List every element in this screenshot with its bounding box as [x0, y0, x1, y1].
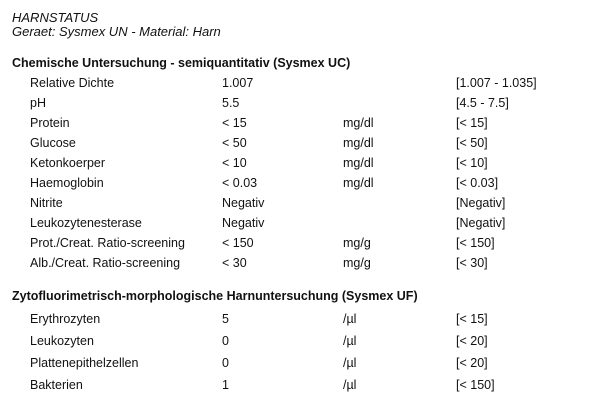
test-value: < 150: [222, 236, 254, 250]
reference-range: [1.007 - 1.035]: [456, 76, 537, 90]
result-row: pH 5.5 [4.5 - 7.5]: [0, 96, 608, 112]
test-unit: mg/g: [343, 256, 371, 270]
reference-range: [< 15]: [456, 116, 488, 130]
result-row: Bakterien 1/µl [< 150]: [0, 378, 608, 394]
section-title-chemical: Chemische Untersuchung - semiquantitativ…: [12, 56, 351, 70]
test-value: 5.5: [222, 96, 240, 110]
section-title-cytometric: Zytofluorimetrisch-morphologische Harnun…: [12, 289, 418, 303]
test-name: pH: [30, 96, 46, 110]
test-name: Protein: [30, 116, 70, 130]
result-row: Nitrite Negativ [Negativ]: [0, 196, 608, 212]
test-unit: /µl: [343, 334, 357, 348]
test-unit: /µl: [343, 356, 357, 370]
reference-range: [< 0.03]: [456, 176, 499, 190]
test-value: < 15: [222, 116, 247, 130]
test-unit: mg/dl: [343, 176, 374, 190]
test-value: < 50: [222, 136, 247, 150]
reference-range: [4.5 - 7.5]: [456, 96, 509, 110]
test-name: Prot./Creat. Ratio-screening: [30, 236, 185, 250]
report-subtitle: Geraet: Sysmex UN - Material: Harn: [12, 24, 221, 39]
result-row: Alb./Creat. Ratio-screening < 30 mg/g [< 30…: [0, 256, 608, 272]
test-value: Negativ: [222, 196, 265, 210]
test-unit: /µl: [343, 312, 357, 326]
result-row: Glucose < 50 mg/dl [< 50]: [0, 136, 608, 152]
test-unit: /µl: [343, 378, 357, 392]
test-unit: mg/dl: [343, 136, 374, 150]
test-name: Ketonkoerper: [30, 156, 106, 170]
test-value: 1.007: [222, 76, 254, 90]
test-name: Glucose: [30, 136, 76, 150]
result-row: Protein < 15 mg/dl [< 15]: [0, 116, 608, 132]
test-unit: mg/g: [343, 236, 371, 250]
reference-range: [Negativ]: [456, 216, 506, 230]
report-title: HARNSTATUS: [12, 10, 99, 25]
test-name: Bakterien: [30, 378, 83, 392]
result-row: Haemoglobin < 0.03 mg/dl [< 0.03]: [0, 176, 608, 192]
test-name: Plattenepithelzellen: [30, 356, 139, 370]
test-value: < 0.03: [222, 176, 258, 190]
test-name: Nitrite: [30, 196, 63, 210]
result-row: Erythrozyten 5/µl [< 15]: [0, 312, 608, 328]
test-name: Haemoglobin: [30, 176, 104, 190]
result-row: Leukozytenesterase Negativ [Negativ]: [0, 216, 608, 232]
reference-range: [< 15]: [456, 312, 488, 326]
reference-range: [< 150]: [456, 236, 495, 250]
result-row: Ketonkoerper < 10 mg/dl [< 10]: [0, 156, 608, 172]
test-name: Alb./Creat. Ratio-screening: [30, 256, 181, 270]
reference-range: [< 20]: [456, 334, 488, 348]
reference-range: [< 30]: [456, 256, 488, 270]
result-row: Relative Dichte 1.007 [1.007 - 1.035]: [0, 76, 608, 92]
test-name: Relative Dichte: [30, 76, 115, 90]
test-value: < 10: [222, 156, 247, 170]
reference-range: [< 150]: [456, 378, 495, 392]
test-value: < 30: [222, 256, 247, 270]
test-value: 0: [222, 356, 229, 370]
reference-range: [< 20]: [456, 356, 488, 370]
result-row: Leukozyten 0/µl [< 20]: [0, 334, 608, 350]
reference-range: [< 10]: [456, 156, 488, 170]
reference-range: [Negativ]: [456, 196, 506, 210]
result-row: Plattenepithelzellen 0/µl [< 20]: [0, 356, 608, 372]
test-name: Erythrozyten: [30, 312, 101, 326]
test-value: 1: [222, 378, 229, 392]
test-unit: mg/dl: [343, 116, 374, 130]
test-name: Leukozytenesterase: [30, 216, 142, 230]
test-name: Leukozyten: [30, 334, 94, 348]
test-value: 0: [222, 334, 229, 348]
test-value: 5: [222, 312, 229, 326]
test-value: Negativ: [222, 216, 265, 230]
result-row: Prot./Creat. Ratio-screening < 150 mg/g [< …: [0, 236, 608, 252]
reference-range: [< 50]: [456, 136, 488, 150]
test-unit: mg/dl: [343, 156, 374, 170]
